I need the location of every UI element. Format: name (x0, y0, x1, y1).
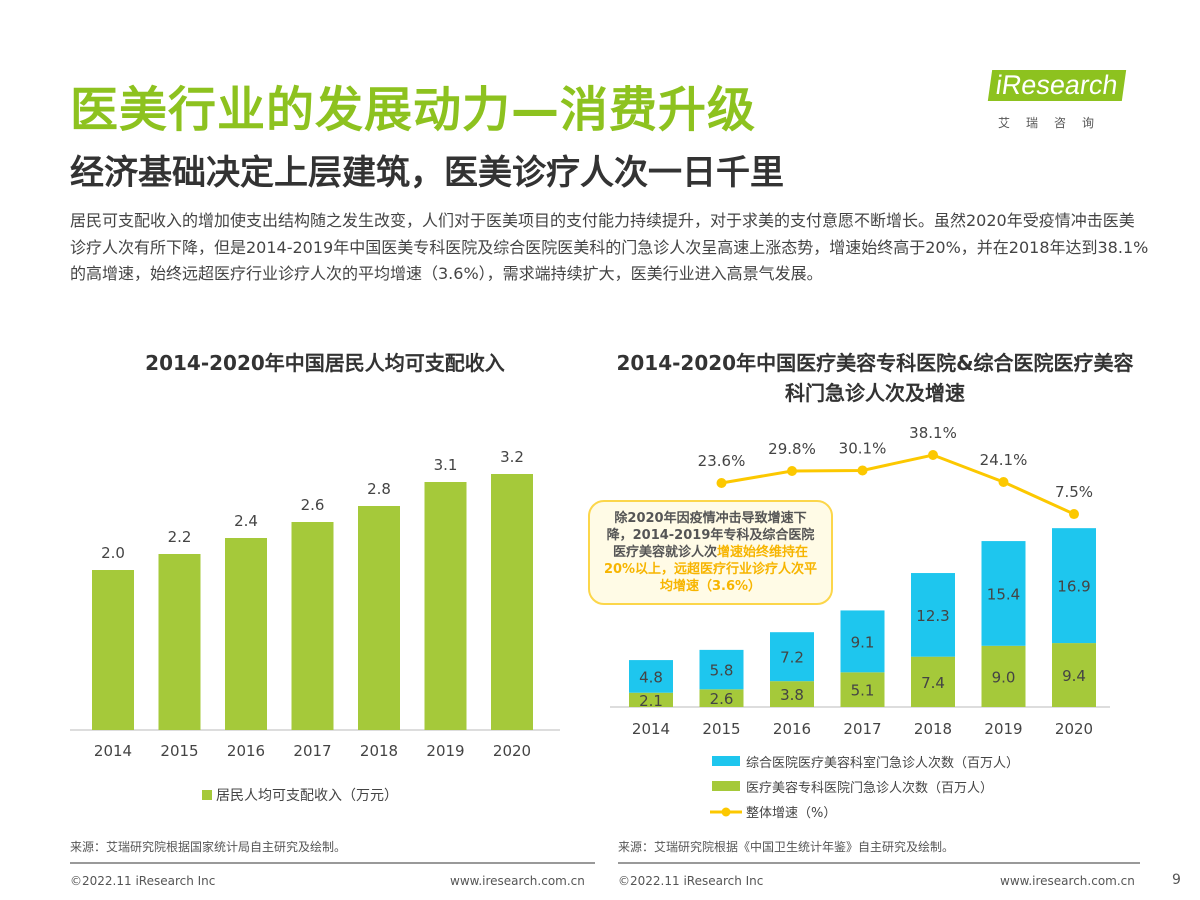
logo-cn: 艾瑞咨询 (998, 116, 1111, 130)
growth-point (928, 450, 938, 460)
callout-box: 除2020年因疫情冲击导致增速下降，2014-2019年专科及综合医院医疗美容就… (588, 500, 833, 605)
bar (491, 474, 533, 730)
source-left: 来源：艾瑞研究院根据国家统计局自主研究及绘制。 (70, 840, 347, 854)
data-label-specialty: 2.6 (710, 690, 734, 708)
bar (291, 522, 334, 730)
bar-general (981, 541, 1026, 646)
x-tick-label: 2016 (227, 742, 265, 760)
bar-general (699, 649, 744, 690)
data-label: 2.6 (301, 496, 325, 514)
x-tick-label: 2014 (632, 720, 670, 738)
bar-specialty (629, 692, 673, 707)
data-label-general: 12.3 (916, 607, 949, 625)
growth-label: 29.8% (768, 440, 816, 458)
divider-right (618, 862, 1140, 864)
bar (358, 506, 400, 730)
bar (158, 554, 201, 730)
growth-line (721, 453, 1075, 516)
legend-swatch (712, 781, 740, 791)
legend-label: 综合医院医疗美容科室门急诊人次数（百万人） (746, 755, 1019, 771)
chart1-title: 2014-2020年中国居民人均可支配收入 (145, 351, 505, 375)
url-left[interactable]: www.iresearch.com.cn (450, 874, 585, 888)
url-right[interactable]: www.iresearch.com.cn (1000, 874, 1135, 888)
chart2-title: 2014-2020年中国医疗美容专科医院&综合医院医疗美容科门急诊人次及增速 (610, 348, 1140, 408)
growth-point (716, 477, 727, 488)
page-number: 9 (1172, 872, 1181, 888)
legend-swatch (712, 756, 740, 766)
growth-point (857, 465, 868, 476)
x-tick-label: 2018 (360, 742, 398, 760)
callout-highlight: 增速始终维持在20%以上，远超医疗行业诊疗人次平均增速（3.6%） (603, 545, 818, 594)
data-label-general: 7.2 (780, 649, 804, 667)
bar-general (840, 610, 885, 673)
bar-specialty (981, 645, 1026, 707)
x-tick-label: 2017 (843, 720, 881, 738)
bar-specialty (770, 681, 814, 707)
bar-specialty (1052, 643, 1096, 707)
legend-marker (721, 807, 731, 817)
bar-general (629, 660, 673, 693)
callout-text: 除2020年因疫情冲击导致增速下降，2014-2019年专科及综合医院医疗美容就… (606, 511, 815, 560)
data-label: 2.0 (101, 544, 125, 562)
data-label-specialty: 7.4 (921, 674, 945, 692)
x-tick-label: 2015 (702, 720, 740, 738)
data-label: 2.4 (234, 512, 258, 530)
growth-label: 38.1% (909, 424, 957, 442)
chart2-title-text: 2014-2020年中国医疗美容专科医院&综合医院医疗美容科门急诊人次及增速 (616, 351, 1134, 405)
data-label: 2.8 (367, 480, 391, 498)
legend-label: 居民人均可支配收入（万元） (216, 788, 398, 804)
data-label-specialty: 3.8 (780, 686, 804, 704)
bar-specialty (911, 656, 955, 707)
data-label-general: 9.1 (851, 633, 875, 651)
x-tick-label: 2017 (293, 742, 331, 760)
data-label-specialty: 9.4 (1062, 667, 1086, 685)
legend-label: 医疗美容专科医院门急诊人次数（百万人） (746, 780, 993, 796)
chart2-visits: 2.1 4.8 2014 2.6 5.8 2015 3.8 7.2 2016 5.1 9.1 2017… (610, 424, 1110, 821)
source-right: 来源：艾瑞研究院根据《中国卫生统计年鉴》自主研究及绘制。 (618, 840, 955, 854)
x-tick-label: 2014 (94, 742, 132, 760)
data-label-specialty: 5.1 (851, 682, 875, 700)
growth-point (998, 477, 1009, 488)
body-paragraph: 居民可支配收入的增加使支出结构随之发生改变，人们对于医美项目的支付能力持续提升，… (70, 211, 1149, 283)
growth-label: 30.1% (839, 439, 887, 457)
bar-general (1052, 528, 1096, 644)
x-tick-label: 2015 (160, 742, 198, 760)
growth-label: 24.1% (980, 451, 1028, 469)
bar (92, 570, 134, 730)
bar-specialty (840, 672, 885, 707)
copyright-right: ©2022.11 iResearch Inc (618, 874, 764, 888)
data-label-specialty: 2.1 (639, 692, 663, 710)
bar (424, 482, 467, 730)
x-tick-label: 2018 (914, 720, 952, 738)
data-label-general: 16.9 (1057, 578, 1090, 596)
data-label: 3.2 (500, 448, 524, 466)
data-label-general: 4.8 (639, 668, 663, 686)
x-tick-label: 2019 (426, 742, 464, 760)
page-subtitle: 经济基础决定上层建筑，医美诊疗人次一日千里 (70, 153, 784, 193)
growth-label: 7.5% (1055, 483, 1093, 501)
iresearch-logo: iResearch 艾瑞咨询 (987, 64, 1140, 134)
growth-point (787, 466, 797, 477)
growth-label: 23.6% (698, 452, 746, 470)
legend-swatch (202, 790, 212, 800)
x-tick-label: 2020 (493, 742, 531, 760)
divider-left (70, 862, 595, 864)
bar-general (770, 632, 814, 682)
x-tick-label: 2020 (1055, 720, 1093, 738)
data-label-specialty: 9.0 (992, 668, 1016, 686)
data-label-general: 15.4 (987, 585, 1020, 603)
data-label-general: 5.8 (710, 662, 734, 680)
page-title: 医美行业的发展动力—消费升级 (70, 82, 757, 138)
bar (225, 538, 267, 730)
data-label: 2.2 (168, 528, 192, 546)
x-tick-label: 2019 (984, 720, 1022, 738)
growth-point (1069, 509, 1079, 520)
chart1-income: 2.0 2014 2.2 2015 2.4 2016 2.6 2017 2.8 2018 3.1 20… (70, 448, 560, 804)
data-label: 3.1 (434, 456, 458, 474)
legend-label: 整体增速（%） (746, 806, 836, 821)
copyright-left: ©2022.11 iResearch Inc (70, 874, 216, 888)
bar-general (911, 573, 955, 657)
x-tick-label: 2016 (773, 720, 811, 738)
bar-specialty (699, 689, 744, 707)
